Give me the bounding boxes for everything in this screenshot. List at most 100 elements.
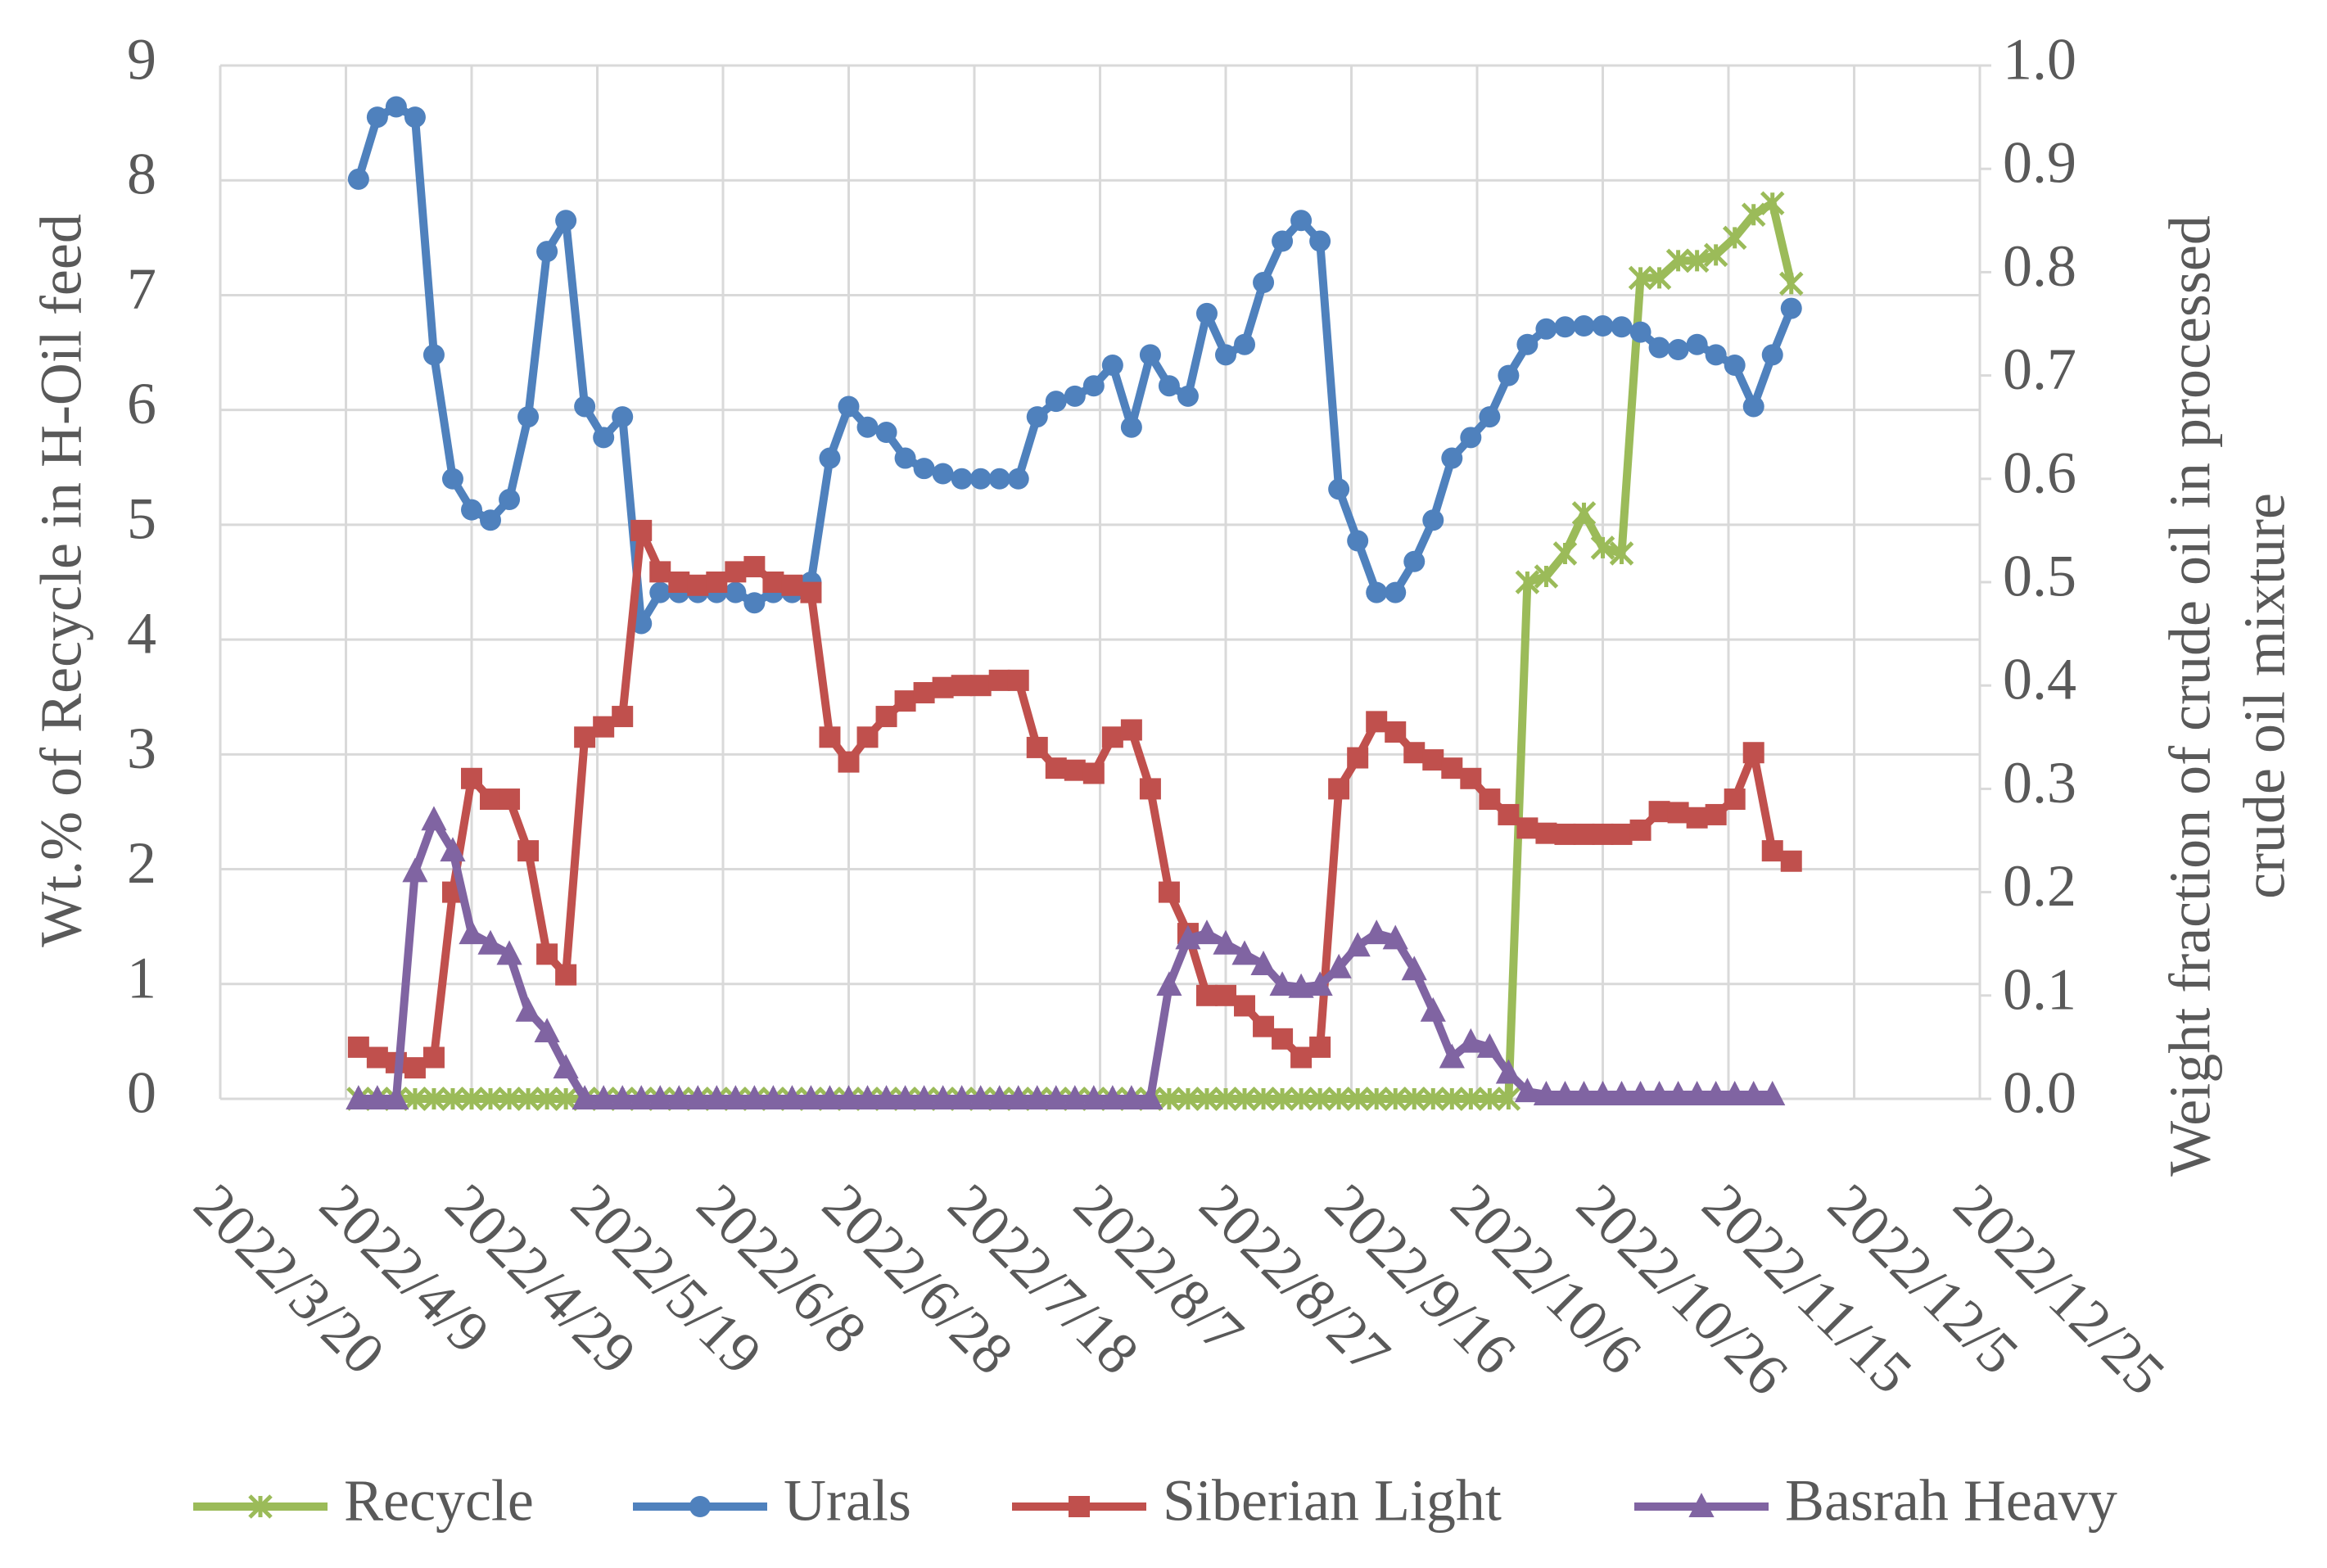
marker [649,561,671,583]
marker [1724,789,1746,811]
marker [1401,956,1427,981]
marker [1382,924,1408,950]
series-line [356,526,1794,1073]
y2-tick-label: 0.9 [2003,130,2076,196]
marker [496,940,522,965]
marker [1385,721,1407,743]
y2-axis-title: crude oil mixture [2232,493,2298,899]
y2-tick-label: 0.0 [2003,1060,2076,1126]
marker [366,106,388,129]
legend-label: Urals [784,1468,911,1534]
marker [913,682,935,704]
marker [1535,318,1557,340]
marker [1515,570,1540,594]
marker [1064,385,1086,407]
marker [609,1085,635,1109]
marker [515,996,541,1022]
marker [1535,822,1557,844]
marker [1062,1085,1088,1109]
marker [666,1085,692,1109]
marker [422,1046,445,1069]
marker [1309,1036,1331,1058]
marker [516,1087,540,1111]
legend-label: Recycle [344,1468,534,1534]
marker [689,1496,711,1517]
marker [1460,427,1482,449]
marker [628,1085,654,1109]
marker [722,1085,748,1109]
marker [1158,375,1180,397]
marker [760,1085,786,1109]
marker [1289,1087,1313,1111]
marker [725,581,747,603]
marker [1005,1085,1032,1109]
marker [819,726,841,748]
marker [1665,1081,1692,1105]
marker [422,344,445,366]
marker [1665,248,1691,273]
marker [404,106,426,129]
marker [499,489,521,511]
marker [987,1085,1013,1109]
marker [1646,1081,1673,1105]
y2-tick-label: 1.0 [2003,27,2076,93]
marker [1570,1081,1597,1105]
marker [1139,778,1161,800]
marker [913,458,935,480]
marker [517,406,540,428]
marker [1496,1087,1521,1111]
marker [1402,1087,1427,1111]
marker [1703,242,1728,268]
y-tick-label: 7 [127,256,156,322]
y2-tick-label: 0.7 [2003,337,2076,402]
marker [819,447,841,469]
marker [1118,1085,1145,1109]
marker [1611,316,1633,338]
marker [572,1085,598,1109]
marker [1026,406,1048,428]
marker [480,509,502,531]
series-line [358,816,1773,1103]
marker [1705,803,1727,825]
marker [1403,550,1426,572]
marker [1533,1081,1560,1105]
y-tick-label: 4 [127,601,156,667]
marker [1420,996,1446,1022]
marker [1573,823,1595,845]
y-tick-label: 1 [127,945,156,1010]
marker [555,964,577,986]
marker [1250,951,1276,975]
marker [1460,767,1482,789]
marker [1647,265,1672,291]
marker [988,669,1010,691]
marker [1686,333,1708,355]
marker [1328,478,1350,500]
marker [685,1085,711,1109]
marker [1234,995,1256,1017]
marker [574,395,596,418]
marker [968,1085,994,1109]
marker [1760,1081,1786,1105]
marker [951,468,973,490]
marker [1722,1081,1748,1105]
marker [517,840,540,862]
marker [816,1085,843,1109]
marker [668,572,690,593]
marker [1760,191,1785,216]
marker [1479,789,1501,811]
marker [1176,1087,1200,1111]
marker [703,1085,730,1109]
marker [1722,225,1747,251]
marker [477,929,504,955]
marker [1307,971,1333,996]
marker [347,168,369,190]
marker [911,1085,938,1109]
marker [1741,202,1766,228]
marker [1439,1043,1465,1069]
marker [1232,1087,1257,1111]
marker [402,857,428,883]
marker [969,468,992,490]
marker [1045,391,1067,413]
marker [949,1085,975,1109]
marker [1194,920,1220,945]
